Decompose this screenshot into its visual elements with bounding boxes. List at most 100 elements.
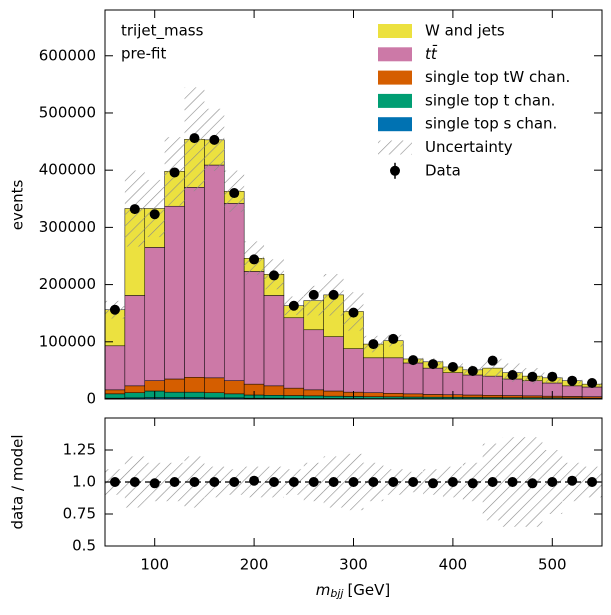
data-point	[468, 366, 478, 376]
stack-segment	[522, 396, 542, 398]
stack-segment	[324, 337, 344, 391]
ratio-point	[527, 478, 537, 488]
ratio-point	[468, 478, 478, 488]
stack-segment	[165, 206, 185, 379]
data-point	[229, 188, 239, 198]
legend-label: single top t chan.	[425, 91, 555, 109]
stack-segment	[304, 390, 324, 396]
stack-segment	[224, 381, 244, 394]
data-point	[170, 167, 180, 177]
legend-swatch	[390, 166, 400, 176]
legend-swatch	[378, 24, 412, 38]
data-point	[130, 204, 140, 214]
legend-swatch	[378, 94, 412, 108]
y-axis-label: events	[9, 180, 27, 231]
stack-segment	[204, 393, 224, 398]
ratio-point	[229, 477, 239, 487]
legend-label: Data	[425, 161, 461, 179]
ratio-point	[567, 476, 577, 486]
data-point	[567, 376, 577, 386]
ratio-point	[150, 478, 160, 488]
data-point	[249, 254, 259, 264]
data-point	[448, 362, 458, 372]
stack-segment	[403, 363, 423, 394]
annotation: trijet_mass	[121, 22, 204, 41]
stack-segment	[145, 381, 165, 391]
stack-segment	[264, 295, 284, 385]
y-tick-label: 0	[86, 390, 96, 408]
ratio-point	[209, 477, 219, 487]
ratio-point	[408, 477, 418, 487]
ratio-point	[368, 477, 378, 487]
stack-segment	[264, 386, 284, 395]
ratio-point	[388, 477, 398, 487]
y-tick-label: 400000	[39, 161, 96, 179]
ratio-point	[309, 477, 319, 487]
y-tick-label: 500000	[39, 103, 96, 121]
x-tick-label: 200	[240, 556, 269, 574]
stack-segment	[284, 388, 304, 395]
stack-segment	[324, 391, 344, 396]
stack-segment	[284, 318, 304, 388]
annotation: pre-fit	[121, 45, 166, 63]
stack-segment	[423, 368, 443, 394]
legend-swatch	[378, 71, 412, 85]
x-label-var: m	[316, 581, 331, 599]
data-point	[488, 356, 498, 366]
x-label-sub: bjj	[330, 587, 344, 600]
stack-segment	[224, 394, 244, 398]
ratio-point	[329, 477, 339, 487]
ratio-point	[547, 477, 557, 487]
legend-label: single top tW chan.	[425, 68, 570, 86]
stack-segment	[463, 395, 483, 397]
stack-segment	[185, 377, 205, 392]
ratio-point	[349, 477, 359, 487]
legend-label: Uncertainty	[425, 138, 513, 156]
stack-segment	[264, 395, 284, 398]
ratio-y-tick-label: 1.0	[72, 473, 96, 491]
legend-label: single top s chan.	[425, 115, 557, 133]
data-point	[110, 305, 120, 315]
data-point	[587, 378, 597, 388]
stack-segment	[105, 346, 125, 390]
data-point	[329, 290, 339, 300]
stack-segment	[204, 378, 224, 393]
y-tick-label: 100000	[39, 332, 96, 350]
stack-segment	[503, 396, 523, 398]
stack-segment	[125, 386, 145, 393]
stack-segment	[125, 295, 145, 385]
stack-segment	[403, 394, 423, 397]
ratio-y-tick-label: 0.5	[72, 537, 96, 555]
data-point	[547, 372, 557, 382]
stack-segment	[284, 396, 304, 399]
stack-segment	[244, 271, 264, 384]
stack-segment	[483, 395, 503, 397]
legend-swatch	[378, 141, 412, 155]
stack-segment	[185, 392, 205, 397]
data-point	[527, 372, 537, 382]
data-point	[150, 209, 160, 219]
stack-segment	[562, 386, 582, 397]
x-tick-label: 400	[439, 556, 468, 574]
ratio-point	[488, 477, 498, 487]
data-point	[209, 135, 219, 145]
data-point	[508, 370, 518, 380]
ratio-y-tick-label: 1.25	[63, 441, 96, 459]
stack-segment	[483, 376, 503, 395]
stack-segment	[105, 390, 125, 394]
data-point	[269, 270, 279, 280]
ratio-point	[448, 477, 458, 487]
uncertainty-band	[145, 180, 165, 237]
stack-segment	[204, 165, 224, 378]
stack-segment	[304, 330, 324, 390]
stack-segment	[423, 394, 443, 397]
ratio-point	[170, 477, 180, 487]
ratio-point	[508, 477, 518, 487]
data-point	[428, 359, 438, 369]
data-point	[388, 334, 398, 344]
ratio-point	[130, 477, 140, 487]
stack-segment	[224, 203, 244, 380]
legend-swatch	[378, 47, 412, 61]
stack-segment	[383, 393, 403, 397]
